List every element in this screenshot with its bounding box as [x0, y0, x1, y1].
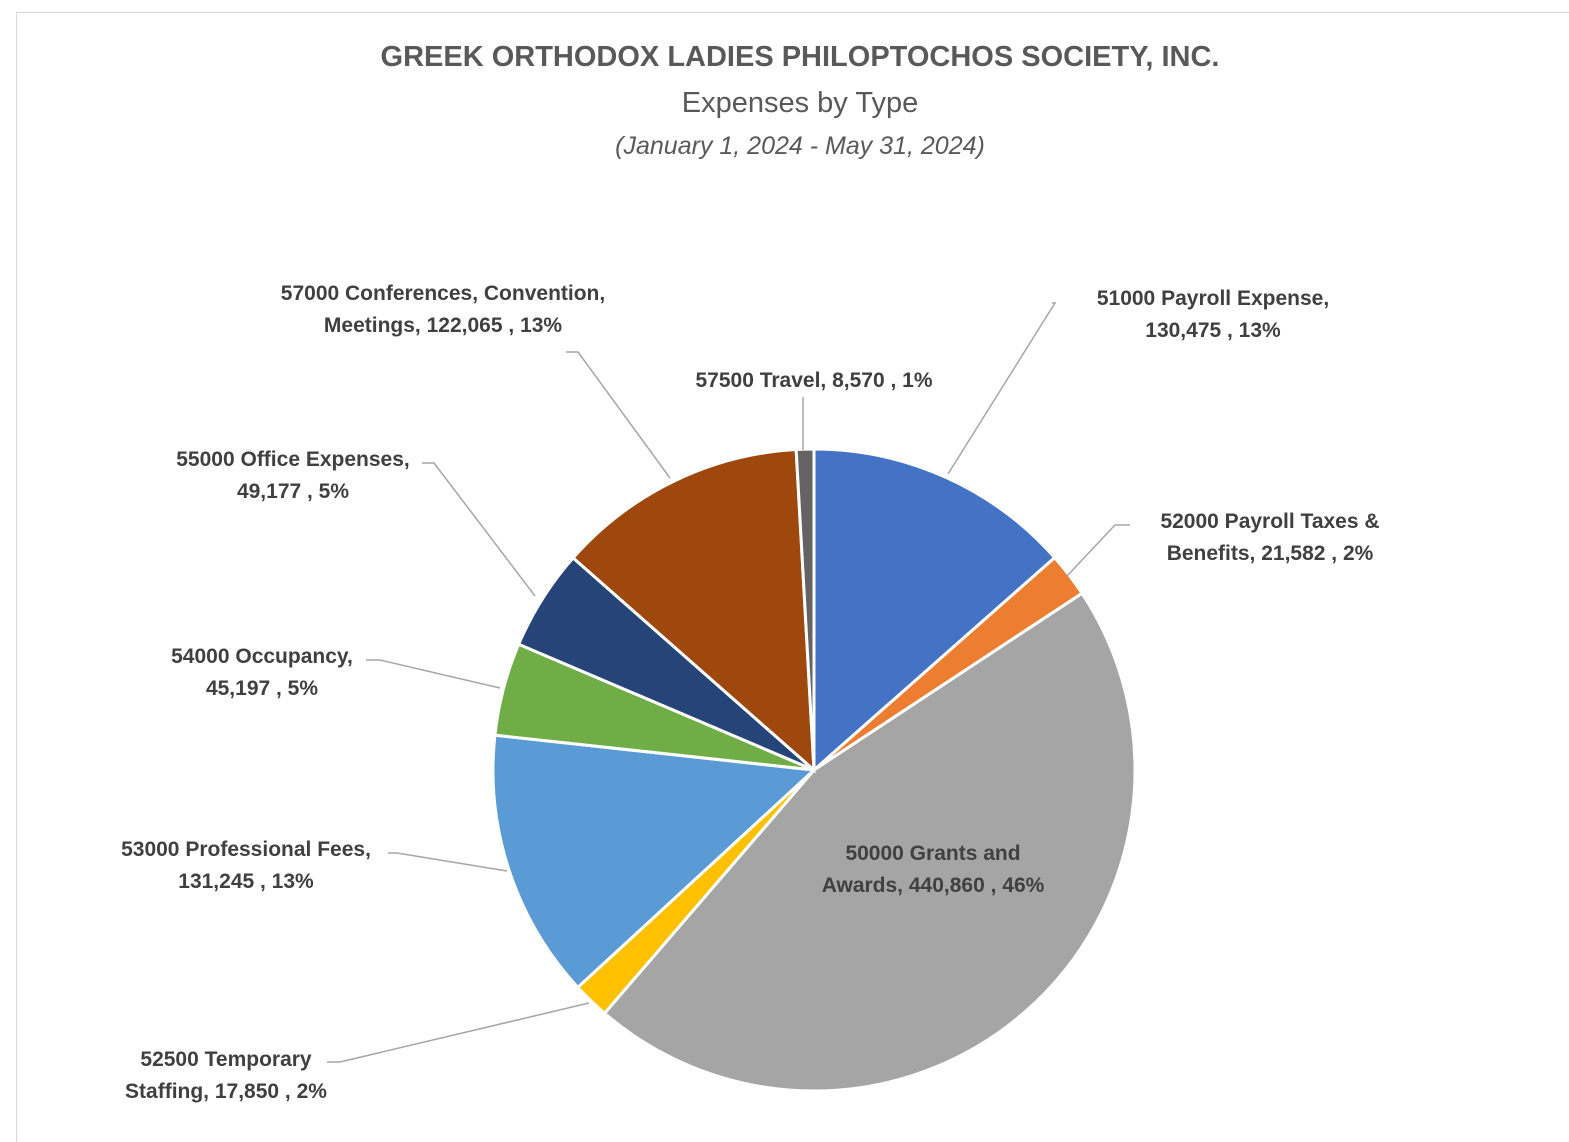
data-label-line: 57000 Conferences, Convention,: [281, 282, 605, 305]
chart-subtitle: Expenses by Type: [682, 87, 918, 119]
data-label-5: 53000 Professional Fees, 131,245 , 13%: [121, 838, 371, 893]
pie-slice-1: [812, 447, 1057, 774]
pie-slice-8: [570, 447, 816, 774]
data-labels: 51000 Payroll Expense, 130,475 , 13% 52000…: [121, 282, 1379, 1103]
data-label-4: 52500 Temporary Staffing, 17,850 , 2%: [125, 1048, 327, 1103]
data-label-9: 57500 Travel, 8,570 , 1%: [695, 369, 932, 392]
data-label-line: 49,177 , 5%: [237, 480, 349, 503]
data-label-line: 54000 Occupancy,: [171, 645, 353, 668]
data-label-line: 45,197 , 5%: [206, 677, 318, 700]
pie-slice-9: [794, 447, 816, 771]
leader-line-6: [366, 659, 501, 689]
data-label-line: Meetings, 122,065 , 13%: [324, 314, 562, 337]
data-label-2: 52000 Payroll Taxes & Benefits, 21,582 , …: [1160, 510, 1379, 565]
data-label-1: 51000 Payroll Expense, 130,475 , 13%: [1097, 287, 1329, 342]
leader-lines: [327, 302, 1130, 1063]
data-label-line: 51000 Payroll Expense,: [1097, 287, 1329, 310]
leader-line-2: [1066, 524, 1130, 577]
chart-period: (January 1, 2024 - May 31, 2024): [615, 132, 985, 160]
data-label-line: Staffing, 17,850 , 2%: [125, 1080, 327, 1103]
chart-title: GREEK ORTHODOX LADIES PHILOPTOCHOS SOCIE…: [381, 41, 1220, 73]
pie-slice-5: [491, 733, 818, 990]
leader-line-8: [566, 351, 671, 479]
pie-slices: [491, 447, 1137, 1093]
data-label-line: 55000 Office Expenses,: [176, 448, 409, 471]
leader-line-1: [947, 302, 1057, 475]
leader-line-5: [388, 852, 508, 872]
data-label-line: 57500 Travel, 8,570 , 1%: [695, 369, 932, 392]
data-label-line: 50000 Grants and: [845, 842, 1020, 865]
data-label-8: 57000 Conferences, Convention, Meetings, …: [281, 282, 605, 337]
data-label-line: 53000 Professional Fees,: [121, 838, 371, 861]
data-label-7: 55000 Office Expenses, 49,177 , 5%: [176, 448, 409, 503]
data-label-3: 50000 Grants and Awards, 440,860 , 46%: [822, 842, 1045, 897]
leader-line-7: [422, 462, 536, 597]
data-label-line: 52500 Temporary: [140, 1048, 312, 1071]
data-label-line: Benefits, 21,582 , 2%: [1167, 542, 1374, 565]
data-label-line: 130,475 , 13%: [1145, 319, 1281, 342]
data-label-line: 52000 Payroll Taxes &: [1160, 510, 1379, 533]
data-label-6: 54000 Occupancy, 45,197 , 5%: [171, 645, 353, 700]
data-label-line: 131,245 , 13%: [178, 870, 314, 893]
chart-frame: [16, 12, 1569, 1142]
leader-line-4: [327, 1002, 590, 1063]
pie-slice-3: [602, 591, 1137, 1093]
data-label-line: Awards, 440,860 , 46%: [822, 874, 1045, 897]
